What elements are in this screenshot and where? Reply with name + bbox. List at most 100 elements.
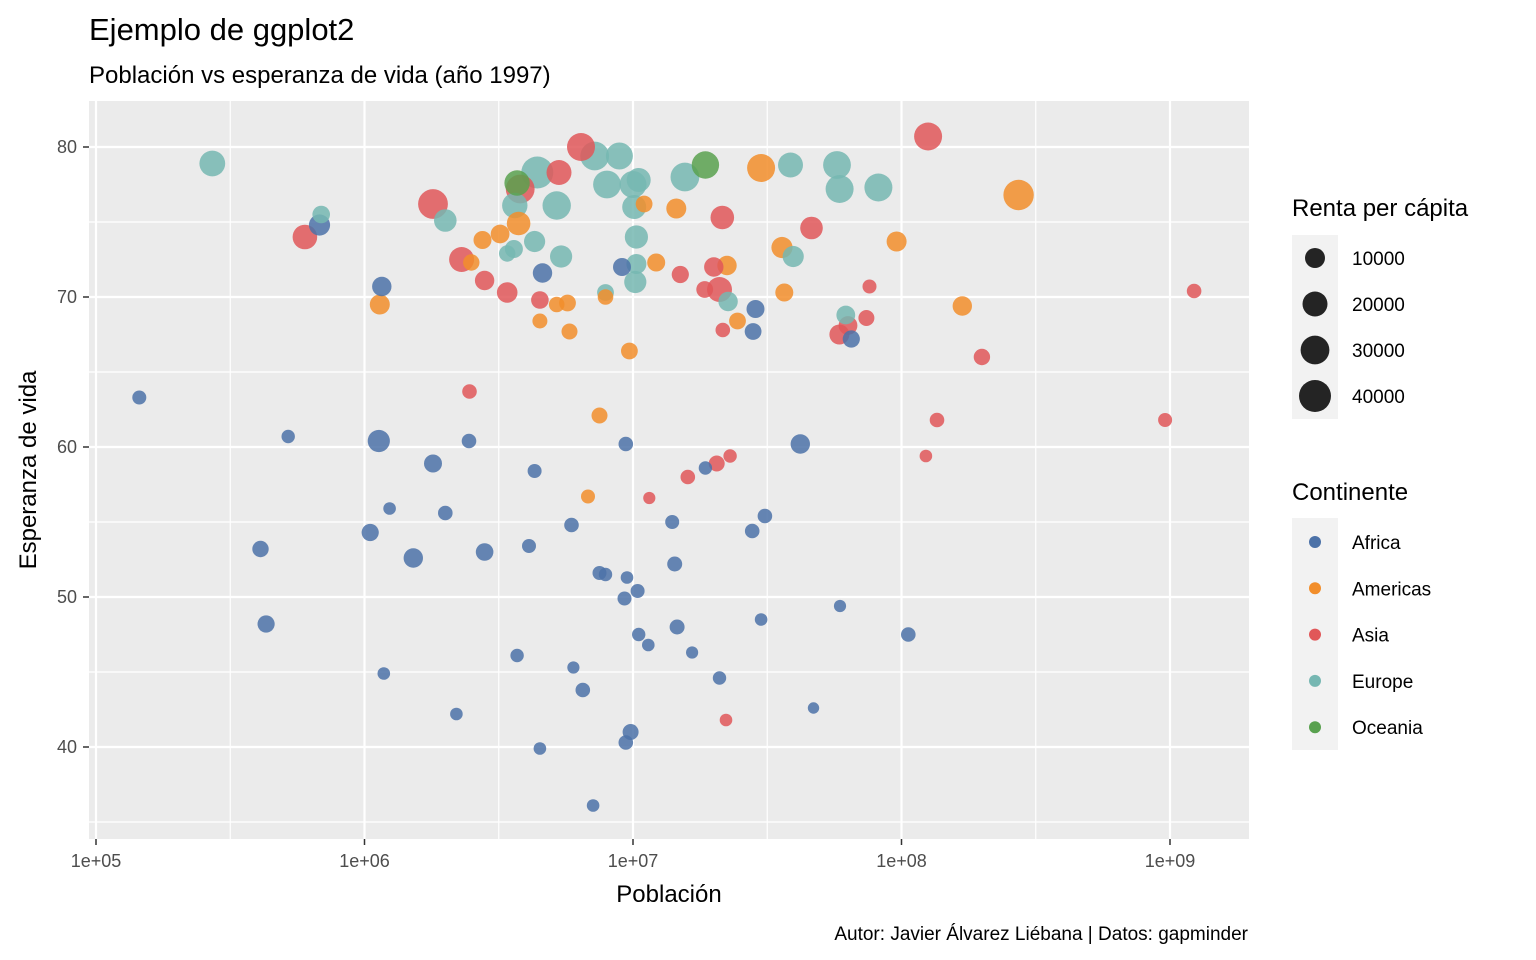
data-point-africa [744,523,760,539]
color-legend: Africa Americas Asia Europe Oceania [1292,518,1431,750]
size-legend-label: 20000 [1352,295,1405,316]
data-point-africa [575,682,591,698]
data-point-africa [372,276,392,297]
chart-caption: Autor: Javier Álvarez Liébana | Datos: g… [834,924,1248,945]
data-point-europe [502,192,528,219]
size-legend-label: 40000 [1352,387,1405,408]
y-tick-label: 40 [57,737,77,757]
color-legend-key-asia [1309,628,1321,641]
data-point-americas [463,254,480,271]
data-point-africa [667,556,683,572]
data-point-asia [929,412,945,428]
data-point-africa [807,702,820,714]
data-point-africa [361,523,379,542]
data-point-americas [591,407,608,424]
data-point-africa [438,505,453,521]
data-point-europe [836,305,856,325]
data-point-asia [474,270,495,291]
data-point-asia [719,713,733,727]
data-point-africa [527,464,542,478]
data-point-africa [424,454,442,473]
data-point-europe [626,254,647,274]
color-legend-key-oceania [1309,721,1321,734]
x-tick-label: 1e+07 [608,851,659,871]
data-point-europe [593,170,621,199]
data-point-africa [642,638,655,652]
data-point-africa [630,584,645,598]
size-legend: 10000 20000 30000 40000 [1292,235,1405,419]
data-point-africa [669,619,685,635]
data-point-asia [715,322,731,338]
data-point-africa [586,799,600,812]
color-legend-label: Europe [1352,672,1413,693]
x-tick-label: 1e+05 [71,851,122,871]
data-point-asia [973,348,991,366]
data-point-americas [490,224,510,244]
data-point-americas [647,253,666,272]
data-point-africa [567,661,580,674]
data-point-asia [914,122,943,151]
data-point-europe [823,151,851,179]
data-point-americas [952,296,972,316]
axes: 1e+05 1e+06 1e+07 1e+08 1e+09 40 50 60 70 80 [57,137,1195,871]
color-legend-label: Africa [1352,533,1401,554]
color-legend-label: Asia [1352,626,1389,647]
size-legend-label: 30000 [1352,341,1405,362]
data-point-europe [550,245,573,268]
data-point-africa [746,300,765,318]
y-tick-label: 60 [57,437,77,457]
data-point-asia [696,281,714,298]
data-point-asia [858,310,875,326]
data-point-africa [698,461,713,475]
data-point-europe [670,162,700,192]
data-point-africa [383,502,396,515]
data-points [132,122,1202,812]
data-point-americas [581,489,595,504]
data-point-africa [377,667,391,680]
data-point-africa [367,429,390,453]
size-legend-key [1300,335,1330,365]
size-legend-title: Renta per cápita [1292,195,1469,222]
data-point-europe [434,209,457,232]
data-point-europe [199,150,226,177]
data-point-americas [621,342,638,360]
data-point-americas [548,296,565,313]
data-point-europe [718,291,738,312]
data-point-africa [618,735,634,750]
data-point-africa [598,567,613,582]
data-point-asia [496,282,518,303]
data-point-asia [1158,413,1173,427]
data-point-asia [919,449,933,463]
data-point-oceania [504,170,530,196]
data-point-asia [680,469,696,485]
data-point-africa [757,508,773,524]
data-point-africa [686,646,699,659]
x-tick-label: 1e+08 [876,851,927,871]
data-point-europe [542,191,571,220]
data-point-americas [473,231,492,249]
data-point-europe [605,142,633,170]
data-point-europe [782,245,804,268]
data-point-africa [252,540,269,558]
data-point-africa [754,613,768,626]
data-point-africa [532,263,553,283]
data-point-africa [533,742,547,755]
data-point-europe [778,152,803,178]
color-legend-key-africa [1309,536,1321,548]
size-legend-key [1302,291,1328,317]
data-point-africa [833,599,847,613]
data-point-europe [864,173,893,202]
data-point-africa [744,323,762,340]
data-point-africa [632,627,646,642]
data-point-asia [462,384,477,399]
size-legend-label: 10000 [1352,249,1405,270]
data-point-africa [403,548,423,568]
data-point-asia [704,257,724,277]
data-point-africa [712,671,727,685]
data-point-americas [747,154,776,182]
data-point-americas [597,289,614,305]
data-point-americas [729,312,746,330]
y-tick-label: 80 [57,137,77,157]
data-point-africa [564,517,579,533]
